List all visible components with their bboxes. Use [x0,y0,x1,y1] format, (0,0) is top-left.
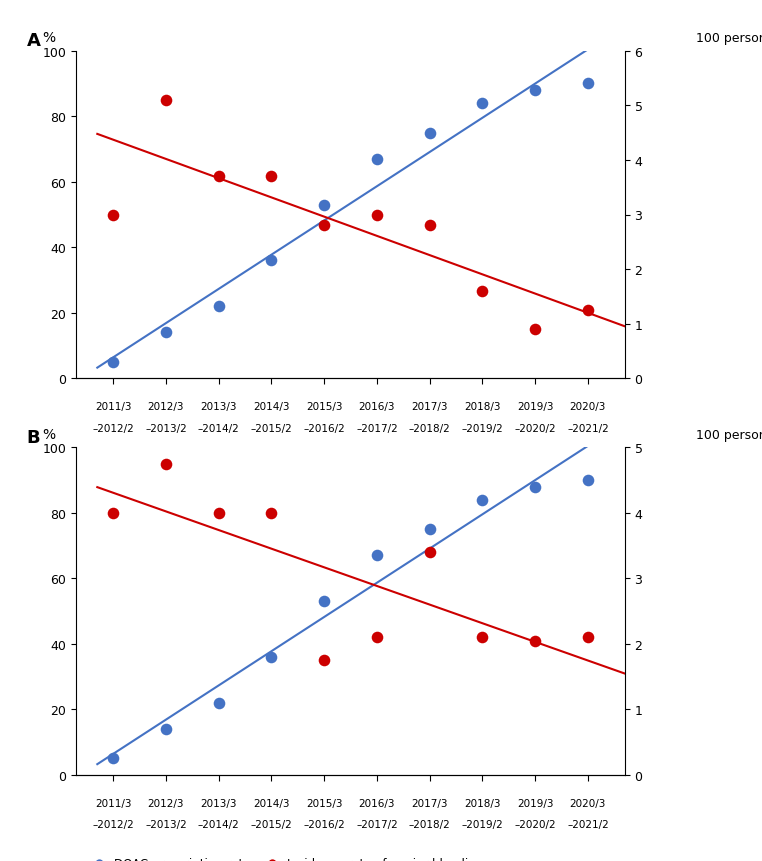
Legend: DOAC prescription rate, Incidence rate of thromboembolism: DOAC prescription rate, Incidence rate o… [82,456,503,479]
Point [424,546,436,560]
Text: –2020/2: –2020/2 [514,819,556,829]
Text: 2018/3: 2018/3 [464,798,501,808]
Point [424,127,436,140]
Text: 2011/3: 2011/3 [95,402,131,412]
Text: 2016/3: 2016/3 [359,798,395,808]
Text: –2019/2: –2019/2 [462,819,503,829]
Text: 2014/3: 2014/3 [253,798,290,808]
Point [265,506,277,520]
Text: –2016/2: –2016/2 [303,423,345,433]
Point [318,220,330,233]
Point [529,84,541,98]
Point [213,300,225,313]
Text: –2021/2: –2021/2 [567,819,609,829]
Text: 2017/3: 2017/3 [411,798,448,808]
Text: –2018/2: –2018/2 [408,423,450,433]
Y-axis label: %: % [42,31,56,45]
Point [213,696,225,709]
Point [582,77,594,91]
Text: 2015/3: 2015/3 [306,402,342,412]
Point [424,220,436,233]
Text: –2015/2: –2015/2 [251,423,293,433]
Text: –2013/2: –2013/2 [145,423,187,433]
Text: –2021/2: –2021/2 [567,423,609,433]
Text: –2014/2: –2014/2 [198,423,239,433]
Text: 2020/3: 2020/3 [570,798,606,808]
Point [371,630,383,644]
Text: –2012/2: –2012/2 [92,423,134,433]
Text: –2019/2: –2019/2 [462,423,503,433]
Point [107,208,119,222]
Text: 2011/3: 2011/3 [95,798,131,808]
Text: –2017/2: –2017/2 [356,423,398,433]
Text: 2020/3: 2020/3 [570,402,606,412]
Point [529,323,541,337]
Point [160,457,172,471]
Text: 100 person–year: 100 person–year [696,428,762,441]
Point [318,653,330,667]
Text: 2018/3: 2018/3 [464,402,501,412]
Text: A: A [27,32,40,50]
Text: 2012/3: 2012/3 [148,798,184,808]
Point [371,208,383,222]
Text: –2020/2: –2020/2 [514,423,556,433]
Text: B: B [27,428,40,446]
Point [107,752,119,765]
Point [476,493,488,507]
Point [107,356,119,369]
Text: 2019/3: 2019/3 [517,798,553,808]
Point [476,97,488,111]
Text: 2019/3: 2019/3 [517,402,553,412]
Text: –2014/2: –2014/2 [198,819,239,829]
Point [213,506,225,520]
Point [582,630,594,644]
Point [265,650,277,664]
Text: –2016/2: –2016/2 [303,819,345,829]
Y-axis label: %: % [42,427,56,441]
Point [476,285,488,299]
Text: 2012/3: 2012/3 [148,402,184,412]
Point [529,480,541,494]
Text: –2015/2: –2015/2 [251,819,293,829]
Text: –2012/2: –2012/2 [92,819,134,829]
Point [371,548,383,562]
Point [318,595,330,609]
Point [318,199,330,213]
Point [476,630,488,644]
Point [160,326,172,340]
Point [265,170,277,184]
Point [371,152,383,166]
Text: 2017/3: 2017/3 [411,402,448,412]
Point [424,523,436,536]
Text: 2015/3: 2015/3 [306,798,342,808]
Text: 2013/3: 2013/3 [200,402,237,412]
Legend: DOAC prescription rate, Incidence rate of  major bleeding: DOAC prescription rate, Incidence rate o… [82,852,488,861]
Text: 2016/3: 2016/3 [359,402,395,412]
Point [160,722,172,736]
Point [213,170,225,184]
Point [107,506,119,520]
Text: –2013/2: –2013/2 [145,819,187,829]
Point [529,634,541,647]
Point [265,254,277,268]
Text: 2013/3: 2013/3 [200,798,237,808]
Point [582,304,594,318]
Point [582,474,594,487]
Text: –2018/2: –2018/2 [408,819,450,829]
Text: 100 person–year: 100 person–year [696,32,762,45]
Text: 2014/3: 2014/3 [253,402,290,412]
Text: –2017/2: –2017/2 [356,819,398,829]
Point [160,94,172,108]
